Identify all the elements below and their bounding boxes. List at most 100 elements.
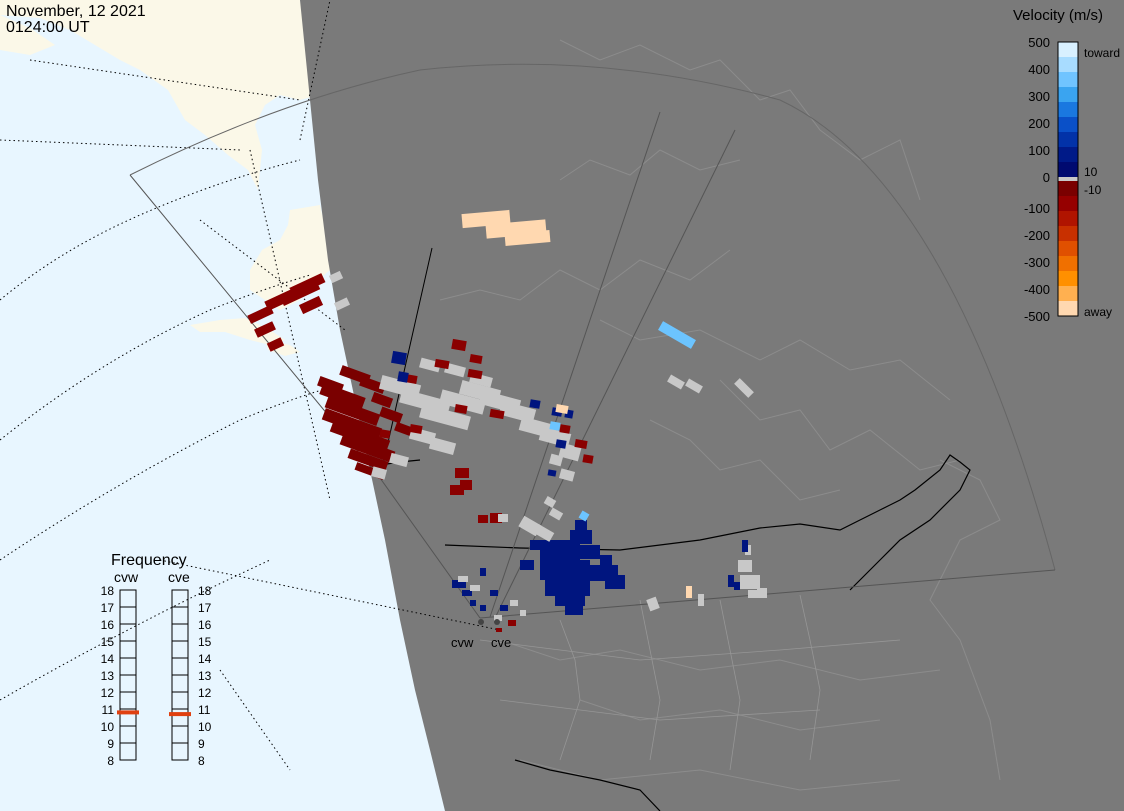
- scatter-cell: [379, 429, 391, 439]
- scatter-cell: [339, 432, 396, 464]
- scatter-cell: [685, 378, 703, 394]
- scatter-cell: [748, 590, 758, 598]
- scatter-cell: [490, 513, 502, 523]
- colorbar-swatch-toward: [1058, 72, 1078, 88]
- scatter-cell: [529, 399, 541, 409]
- velocity-colorbar: Velocity (m/s) 500 400 300 200 100 0 -100 -200 -…: [1013, 7, 1120, 324]
- colorbar-swatches: [1057, 41, 1079, 317]
- scatter-cell: [378, 406, 404, 424]
- date-label: November, 12 2021: [6, 3, 146, 20]
- scatter-cell: [470, 585, 480, 591]
- frequency-scale-label-cvw: 11: [102, 703, 115, 717]
- frequency-scale-label-cve: 14: [198, 652, 212, 666]
- colorbar-tick-label: 200: [1028, 116, 1050, 131]
- scatter-cell: [575, 520, 587, 530]
- scatter-cell: [470, 600, 476, 606]
- colorbar-tick-label: 0: [1043, 170, 1050, 185]
- scatter-cell: [289, 273, 326, 297]
- colorbar-swatch-toward: [1058, 42, 1078, 58]
- scatter-cell: [455, 468, 469, 478]
- frequency-scale-label-cvw: 16: [101, 618, 115, 632]
- scatter-cell: [489, 408, 505, 420]
- scatter-cell: [324, 395, 381, 427]
- colorbar-tick-label: -500: [1024, 309, 1050, 324]
- frequency-scales: [119, 589, 189, 761]
- frequency-col-cve-label: cve: [168, 569, 190, 585]
- scatter-cell: [555, 592, 585, 606]
- frequency-scale-label-cvw: 8: [107, 754, 114, 768]
- scatter-cell: [467, 368, 483, 380]
- scatter-cell: [359, 376, 386, 394]
- scatter-cell: [438, 389, 487, 415]
- frequency-marker-cvw: [117, 710, 139, 715]
- colorbar-swatch-away: [1058, 271, 1078, 287]
- scatter-cell: [658, 321, 696, 349]
- scatter-cell: [574, 439, 588, 449]
- frequency-scale-label-cvw: 17: [101, 601, 115, 615]
- scatter-cell: [549, 421, 561, 431]
- colorbar-swatch-toward: [1058, 147, 1078, 163]
- scatter-cell: [600, 555, 612, 565]
- scatter-cell: [370, 391, 394, 409]
- colorbar-swatch-toward: [1058, 117, 1078, 133]
- colorbar-swatch-away: [1058, 181, 1078, 197]
- scatter-cell: [490, 590, 498, 596]
- colorbar-swatch-toward: [1058, 132, 1078, 148]
- colorbar-tick-label: 100: [1028, 143, 1050, 158]
- frequency-marker-cve: [169, 712, 191, 717]
- frequency-scale-label-cvw: 14: [101, 652, 115, 666]
- scatter-cell: [254, 321, 276, 338]
- scatter-cell: [646, 596, 660, 612]
- scatter-cell: [547, 469, 557, 477]
- colorbar-swatch-away: [1058, 301, 1078, 317]
- colorbar-swatch-toward: [1058, 57, 1078, 73]
- scatter-cell: [510, 600, 518, 606]
- scatter-cell: [419, 403, 471, 431]
- scatter-cell: [328, 270, 344, 284]
- scatter-cell: [266, 337, 285, 352]
- scatter-cell: [480, 605, 486, 611]
- scatter-cell: [558, 468, 576, 482]
- scatter-cell: [578, 510, 590, 522]
- colorbar-swatch-away: [1058, 286, 1078, 302]
- scatter-cell: [450, 485, 464, 495]
- scatter-cell: [540, 560, 590, 580]
- scatter-cell: [605, 575, 625, 589]
- scatter-cell: [667, 374, 685, 390]
- scatter-cell: [728, 575, 734, 587]
- scatter-cell: [478, 515, 488, 523]
- scatter-cell: [428, 436, 457, 456]
- scatter-cell: [317, 376, 344, 394]
- colorbar-tick-label: -200: [1024, 228, 1050, 243]
- radar-sites: cvw cve: [451, 619, 511, 650]
- scatter-cell: [580, 545, 600, 559]
- frequency-scale-labels: 18 18 17 17 16 16 15 15 14 14 13 13 12 12 11 11 10 10 9 9 8 8: [101, 584, 212, 768]
- frequency-scale-label-cve: 11: [198, 703, 211, 717]
- scatter-cell: [451, 338, 467, 352]
- scatter-cell: [480, 568, 486, 576]
- scatter-cell: [582, 454, 594, 464]
- scatter-cell: [298, 295, 324, 315]
- scatter-cell: [454, 404, 468, 414]
- scatter-cell: [520, 610, 526, 616]
- scatter-cell: [757, 588, 767, 598]
- colorbar-tick-label: -100: [1024, 201, 1050, 216]
- colorbar-swatch-toward: [1058, 102, 1078, 118]
- colorbar-tick-label: 300: [1028, 89, 1050, 104]
- frequency-scale-label-cve: 18: [198, 584, 212, 598]
- lit-landmass: [0, 0, 330, 356]
- scatter-cell: [469, 354, 483, 364]
- colorbar-tick-label: -300: [1024, 255, 1050, 270]
- colorbar-swatch-away: [1058, 211, 1078, 227]
- scatter-cell: [742, 540, 748, 552]
- scatter-cell: [548, 453, 564, 467]
- frequency-scale-label-cve: 8: [198, 754, 205, 768]
- colorbar-label-pos-threshold: 10: [1084, 165, 1098, 179]
- state-borders: [479, 594, 901, 771]
- scatter-cell: [494, 615, 502, 621]
- scatter-cell: [686, 586, 692, 598]
- scatter-cell: [333, 297, 351, 311]
- velocity-scatter-cells: [247, 209, 767, 632]
